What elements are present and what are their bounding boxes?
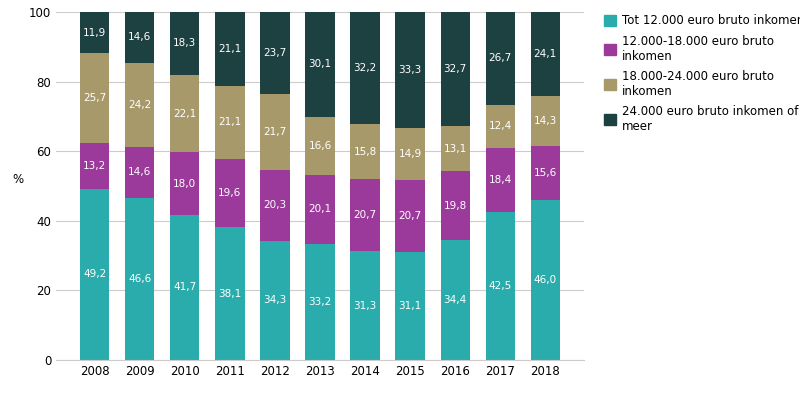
Bar [80, 12, 110, 54]
Text: 26,7: 26,7 [489, 54, 512, 64]
Text: 24,2: 24,2 [128, 100, 151, 110]
Bar [486, 212, 515, 360]
Bar [441, 240, 470, 360]
Bar [260, 94, 290, 170]
Bar [170, 215, 199, 360]
Bar [80, 189, 110, 360]
Text: 20,3: 20,3 [263, 200, 286, 210]
Text: 19,6: 19,6 [218, 188, 242, 198]
Bar [80, 54, 110, 143]
Text: 14,9: 14,9 [398, 149, 422, 159]
Y-axis label: %: % [12, 173, 23, 186]
Bar [215, 228, 245, 360]
Bar [441, 126, 470, 171]
Text: 13,2: 13,2 [83, 161, 106, 171]
Text: 21,1: 21,1 [218, 118, 242, 128]
Text: 23,7: 23,7 [263, 48, 286, 58]
Bar [306, 12, 334, 117]
Bar [306, 117, 334, 174]
Bar [125, 198, 154, 360]
Text: 13,1: 13,1 [443, 144, 467, 154]
Text: 20,7: 20,7 [354, 210, 377, 220]
Bar [530, 146, 560, 200]
Bar [80, 143, 110, 189]
Bar [170, 152, 199, 215]
Text: 16,6: 16,6 [308, 141, 332, 151]
Legend: Tot 12.000 euro bruto inkomen, 12.000-18.000 euro bruto
inkomen, 18.000-24.000 e: Tot 12.000 euro bruto inkomen, 12.000-18… [601, 11, 800, 136]
Text: 32,2: 32,2 [354, 63, 377, 73]
Text: 38,1: 38,1 [218, 289, 242, 299]
Bar [306, 244, 334, 360]
Bar [441, 171, 470, 240]
Bar [530, 200, 560, 360]
Bar [215, 12, 245, 86]
Text: 21,1: 21,1 [218, 44, 242, 54]
Bar [350, 12, 380, 124]
Bar [125, 63, 154, 147]
Bar [260, 170, 290, 241]
Text: 15,8: 15,8 [354, 146, 377, 156]
Text: 21,7: 21,7 [263, 127, 286, 137]
Text: 24,1: 24,1 [534, 49, 557, 59]
Text: 41,7: 41,7 [173, 282, 197, 292]
Text: 30,1: 30,1 [309, 59, 331, 69]
Bar [306, 174, 334, 244]
Text: 33,3: 33,3 [398, 65, 422, 75]
Text: 46,6: 46,6 [128, 274, 151, 284]
Text: 18,4: 18,4 [489, 175, 512, 185]
Bar [486, 105, 515, 148]
Text: 14,6: 14,6 [128, 168, 151, 178]
Bar [260, 12, 290, 94]
Text: 19,8: 19,8 [443, 201, 467, 211]
Bar [395, 12, 425, 128]
Bar [125, 147, 154, 198]
Text: 20,7: 20,7 [398, 211, 422, 221]
Bar [125, 12, 154, 63]
Bar [441, 12, 470, 126]
Text: 15,6: 15,6 [534, 168, 557, 178]
Bar [260, 241, 290, 360]
Bar [486, 12, 515, 105]
Text: 25,7: 25,7 [83, 93, 106, 103]
Bar [350, 251, 380, 360]
Bar [530, 12, 560, 96]
Bar [350, 179, 380, 251]
Text: 18,3: 18,3 [173, 38, 197, 48]
Text: 33,2: 33,2 [308, 297, 332, 307]
Text: 22,1: 22,1 [173, 109, 197, 119]
Bar [215, 86, 245, 159]
Bar [530, 96, 560, 146]
Text: 34,4: 34,4 [443, 295, 467, 305]
Text: 12,4: 12,4 [489, 122, 512, 132]
Bar [170, 75, 199, 152]
Text: 31,1: 31,1 [398, 301, 422, 311]
Bar [350, 124, 380, 179]
Bar [170, 12, 199, 75]
Text: 46,0: 46,0 [534, 275, 557, 285]
Bar [395, 128, 425, 180]
Bar [215, 159, 245, 228]
Text: 31,3: 31,3 [354, 300, 377, 310]
Bar [395, 180, 425, 252]
Text: 49,2: 49,2 [83, 269, 106, 279]
Text: 20,1: 20,1 [309, 204, 331, 214]
Text: 18,0: 18,0 [174, 178, 196, 188]
Text: 32,7: 32,7 [443, 64, 467, 74]
Text: 34,3: 34,3 [263, 295, 286, 305]
Text: 11,9: 11,9 [83, 28, 106, 38]
Text: 14,6: 14,6 [128, 32, 151, 42]
Text: 14,3: 14,3 [534, 116, 557, 126]
Text: 42,5: 42,5 [489, 281, 512, 291]
Bar [395, 252, 425, 360]
Bar [486, 148, 515, 212]
